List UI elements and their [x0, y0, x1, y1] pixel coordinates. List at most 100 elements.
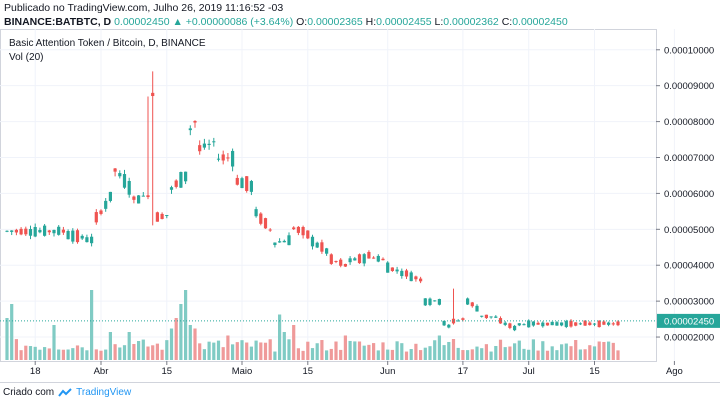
- candle-body: [569, 320, 573, 327]
- volume-bar: [376, 350, 380, 360]
- volume-bar: [343, 335, 347, 360]
- volume-bar: [235, 342, 239, 360]
- candle-body: [423, 298, 427, 306]
- volume-bar: [38, 349, 42, 360]
- low-value: 0.00002362: [443, 16, 499, 28]
- candle-body: [339, 259, 343, 266]
- candle-body: [113, 168, 117, 172]
- candle-body: [414, 276, 418, 280]
- volume-bar: [174, 318, 178, 360]
- candle-body: [141, 195, 145, 197]
- volume-bar: [28, 346, 33, 360]
- candle-body: [597, 320, 601, 328]
- time-axis: 18 Abr 15 Maio 15 Jun 17 Jul 15 Ago: [30, 361, 683, 377]
- volume-bar: [179, 304, 183, 360]
- candle-body: [137, 195, 141, 204]
- candle-body: [442, 320, 446, 326]
- volume-bar: [5, 318, 9, 360]
- volume-bar: [583, 349, 587, 360]
- volume-bar: [348, 340, 352, 360]
- candle-body: [466, 298, 470, 305]
- candle-body: [235, 177, 239, 185]
- candle-body: [47, 230, 51, 233]
- candle-body: [52, 229, 56, 234]
- candle-body: [357, 254, 362, 264]
- volume-bar: [118, 347, 122, 360]
- volume-bar: [43, 347, 47, 360]
- candle-body: [503, 322, 507, 325]
- volume-bar: [240, 340, 244, 360]
- candle-body: [127, 180, 131, 195]
- x-tick-label: 18: [30, 366, 41, 377]
- volume-bar: [231, 344, 235, 360]
- candlesticks: [5, 71, 620, 332]
- candle-body: [188, 128, 192, 131]
- candle-body: [362, 254, 366, 264]
- candle-body: [372, 257, 376, 259]
- x-tick-label: 15: [589, 366, 600, 377]
- volume-bar: [296, 348, 300, 360]
- volume-bar: [367, 344, 371, 360]
- volume-bar: [122, 345, 127, 360]
- volume-bar: [85, 350, 89, 360]
- x-tick-label: Maio: [232, 366, 253, 377]
- y-tick-label: 0.00005000: [664, 225, 714, 236]
- volume-bar: [71, 348, 75, 360]
- volume-bar: [536, 350, 540, 360]
- volume-bar: [99, 350, 103, 360]
- candle-body: [564, 321, 568, 327]
- volume-bar: [137, 341, 141, 360]
- volume-bar: [494, 346, 498, 360]
- volume-bar: [287, 339, 291, 360]
- candle-body: [320, 242, 324, 252]
- candle-body: [329, 254, 333, 264]
- volume-bar: [155, 343, 159, 360]
- candle-body: [151, 92, 155, 97]
- candle-body: [94, 212, 98, 223]
- volume-bar: [160, 349, 164, 360]
- volume-bar: [569, 346, 573, 360]
- plot-frame: [0, 29, 657, 362]
- tradingview-logo-icon: [58, 387, 72, 397]
- candle-body: [310, 236, 315, 247]
- created-with-label: Criado com: [3, 387, 55, 398]
- candle-body: [343, 263, 347, 267]
- candle-body: [395, 269, 399, 272]
- candle-body: [174, 180, 178, 187]
- candle-body: [249, 181, 253, 192]
- volume-bar: [108, 332, 112, 360]
- volume-bar: [113, 344, 117, 360]
- volume-bar: [611, 342, 615, 360]
- volume-bar: [578, 349, 582, 360]
- volume-bar: [198, 343, 202, 360]
- candle-body: [428, 298, 432, 305]
- last-price-badge: [657, 313, 720, 328]
- volume-bar: [517, 340, 521, 360]
- symbol-name: BINANCE:BATBTC, D: [4, 16, 112, 28]
- candle-body: [198, 145, 202, 152]
- candle-body: [254, 209, 258, 217]
- x-tick-label: Abr: [94, 366, 109, 377]
- volume-bar: [498, 339, 503, 360]
- candle-body: [536, 322, 540, 325]
- candle-body: [470, 302, 474, 307]
- volume-bar: [254, 340, 258, 360]
- high-value: 0.00002455: [376, 16, 432, 28]
- volume-bar: [263, 342, 268, 360]
- tradingview-brand[interactable]: TradingView: [58, 387, 131, 398]
- candle-body: [287, 235, 291, 246]
- candle-body: [386, 262, 390, 273]
- candle-body: [75, 230, 80, 243]
- volume-bar: [212, 342, 216, 360]
- candle-body: [66, 231, 70, 240]
- symbol-ohlc-line: BINANCE:BATBTC, D 0.00002450 ▲ +0.000000…: [4, 16, 568, 28]
- volume-bar: [320, 340, 324, 360]
- volume-bar: [94, 349, 98, 360]
- price-axis: 0.00010000 0.00009000 0.00008000 0.00007000…: [656, 45, 714, 344]
- candle-body: [61, 229, 65, 233]
- candle-body: [240, 178, 244, 189]
- candle-body: [315, 242, 319, 248]
- candle-body: [419, 278, 423, 282]
- candle-body: [212, 141, 216, 143]
